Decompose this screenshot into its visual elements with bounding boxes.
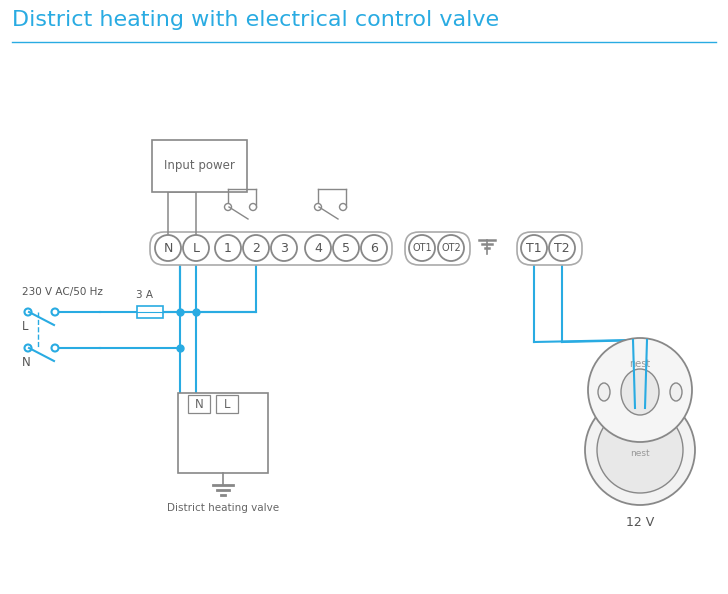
Circle shape [361, 235, 387, 261]
Text: 3: 3 [280, 242, 288, 254]
Text: N: N [22, 356, 31, 369]
Circle shape [314, 204, 322, 210]
Text: T1: T1 [526, 242, 542, 254]
FancyBboxPatch shape [405, 232, 470, 265]
FancyBboxPatch shape [178, 393, 268, 473]
Circle shape [52, 308, 58, 315]
Circle shape [52, 345, 58, 352]
Circle shape [339, 204, 347, 210]
Circle shape [333, 235, 359, 261]
Text: 6: 6 [370, 242, 378, 254]
Circle shape [25, 345, 31, 352]
Ellipse shape [598, 383, 610, 401]
Text: OT2: OT2 [441, 243, 461, 253]
Circle shape [438, 235, 464, 261]
Circle shape [243, 235, 269, 261]
Text: 230 V AC/50 Hz: 230 V AC/50 Hz [22, 287, 103, 297]
Text: 3 A: 3 A [137, 290, 154, 300]
Text: T2: T2 [554, 242, 570, 254]
Text: District heating valve: District heating valve [167, 503, 279, 513]
Text: nest: nest [630, 359, 651, 369]
Circle shape [215, 235, 241, 261]
Circle shape [588, 338, 692, 442]
Circle shape [155, 235, 181, 261]
Circle shape [597, 407, 683, 493]
FancyBboxPatch shape [150, 232, 392, 265]
Circle shape [549, 235, 575, 261]
Text: District heating with electrical control valve: District heating with electrical control… [12, 10, 499, 30]
Ellipse shape [621, 369, 659, 415]
Circle shape [409, 235, 435, 261]
Text: nest: nest [630, 448, 650, 457]
Ellipse shape [670, 383, 682, 401]
Text: 12 V: 12 V [626, 517, 654, 529]
Circle shape [183, 235, 209, 261]
Text: 4: 4 [314, 242, 322, 254]
Text: L: L [22, 321, 28, 333]
Text: L: L [223, 397, 230, 410]
Text: L: L [192, 242, 199, 254]
Circle shape [585, 395, 695, 505]
Circle shape [271, 235, 297, 261]
Circle shape [521, 235, 547, 261]
Circle shape [305, 235, 331, 261]
Text: 1: 1 [224, 242, 232, 254]
Text: 5: 5 [342, 242, 350, 254]
Text: 2: 2 [252, 242, 260, 254]
Text: OT1: OT1 [412, 243, 432, 253]
FancyBboxPatch shape [517, 232, 582, 265]
FancyBboxPatch shape [152, 140, 247, 192]
Circle shape [224, 204, 232, 210]
Text: Input power: Input power [164, 160, 235, 172]
Text: N: N [194, 397, 203, 410]
Circle shape [25, 308, 31, 315]
FancyBboxPatch shape [188, 395, 210, 413]
Text: N: N [163, 242, 173, 254]
FancyBboxPatch shape [216, 395, 238, 413]
Circle shape [250, 204, 256, 210]
FancyBboxPatch shape [137, 306, 163, 318]
